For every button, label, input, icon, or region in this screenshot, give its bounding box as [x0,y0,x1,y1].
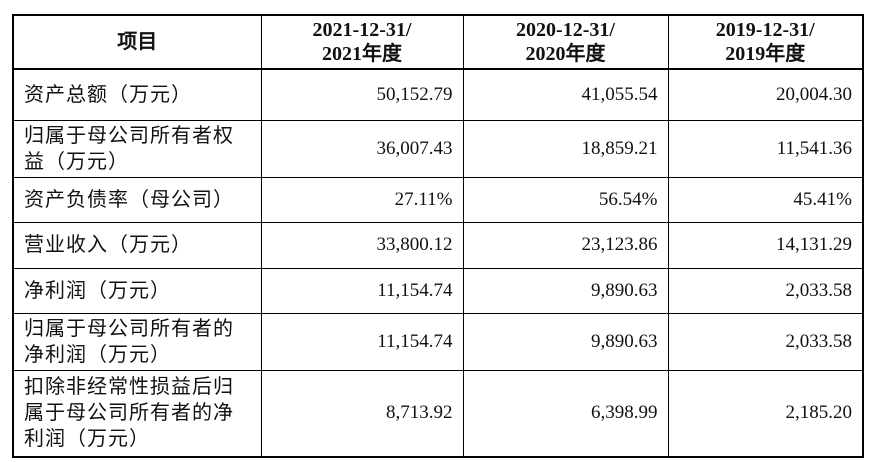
table-header-row: 项目 2021-12-31/ 2021年度 2020-12-31/ 2020年度… [12,14,864,70]
financial-summary-table: 项目 2021-12-31/ 2021年度 2020-12-31/ 2020年度… [12,14,864,458]
value-cell: 14,131.29 [667,221,864,269]
value-cell: 41,055.54 [462,68,669,121]
value-cell: 50,152.79 [260,68,464,121]
value-cell: 23,123.86 [462,221,669,269]
row-label: 归属于母公司所有者权益（万元） [12,119,262,178]
value-cell: 2,033.58 [667,267,864,314]
value-cell: 11,154.74 [260,312,464,371]
value-cell: 2,033.58 [667,312,864,371]
value-cell: 56.54% [462,176,669,223]
period-year: 2020年度 [525,43,606,65]
period-date: 2021-12-31/ [312,19,412,41]
table-row-total-assets: 资产总额（万元） 50,152.79 41,055.54 20,004.30 [12,68,864,121]
table-row-operating-revenue: 营业收入（万元） 33,800.12 23,123.86 14,131.29 [12,221,864,269]
table-row-non-recurring-net-profit: 扣除非经常性损益后归属于母公司所有者的净利润（万元） 8,713.92 6,39… [12,369,864,458]
value-cell: 33,800.12 [260,221,464,269]
value-cell: 6,398.99 [462,369,669,458]
period-date: 2020-12-31/ [516,19,615,41]
value-cell: 9,890.63 [462,312,669,371]
value-cell: 11,154.74 [260,267,464,314]
column-header-period-2020: 2020-12-31/ 2020年度 [462,14,669,70]
column-header-period-2021: 2021-12-31/ 2021年度 [260,14,464,70]
period-year: 2019年度 [725,43,806,65]
table-row-parent-equity: 归属于母公司所有者权益（万元） 36,007.43 18,859.21 11,5… [12,119,864,178]
table-row-debt-ratio: 资产负债率（母公司） 27.11% 56.54% 45.41% [12,176,864,223]
row-label: 资产负债率（母公司） [12,176,262,223]
period-year: 2021年度 [322,43,402,65]
table-row-net-profit: 净利润（万元） 11,154.74 9,890.63 2,033.58 [12,267,864,314]
column-header-item: 项目 [12,14,262,70]
value-cell: 20,004.30 [667,68,864,121]
value-cell: 8,713.92 [260,369,464,458]
row-label: 营业收入（万元） [12,221,262,269]
row-label: 扣除非经常性损益后归属于母公司所有者的净利润（万元） [12,369,262,458]
period-date: 2019-12-31/ [715,19,815,41]
value-cell: 18,859.21 [462,119,669,178]
column-header-period-2019: 2019-12-31/ 2019年度 [667,14,864,70]
row-label: 归属于母公司所有者的净利润（万元） [12,312,262,371]
value-cell: 36,007.43 [260,119,464,178]
row-label: 净利润（万元） [12,267,262,314]
table-row-parent-net-profit: 归属于母公司所有者的净利润（万元） 11,154.74 9,890.63 2,0… [12,312,864,371]
value-cell: 9,890.63 [462,267,669,314]
value-cell: 27.11% [260,176,464,223]
row-label: 资产总额（万元） [12,68,262,121]
value-cell: 11,541.36 [667,119,864,178]
value-cell: 2,185.20 [667,369,864,458]
value-cell: 45.41% [667,176,864,223]
